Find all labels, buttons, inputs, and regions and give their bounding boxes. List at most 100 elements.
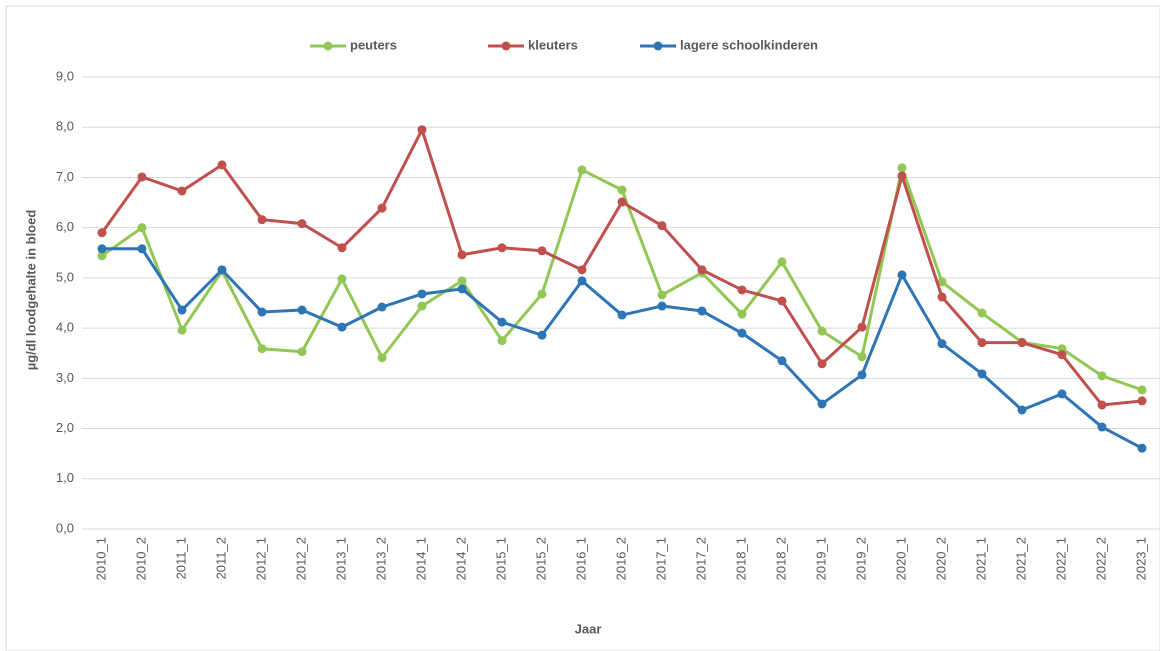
legend-label: kleuters — [528, 37, 578, 52]
data-point — [657, 301, 667, 311]
data-point — [217, 265, 227, 275]
data-point — [97, 244, 107, 254]
x-tick-label: 2017_1 — [653, 537, 668, 580]
series-line — [100, 128, 1143, 407]
data-point — [1057, 350, 1067, 360]
data-point — [537, 330, 547, 340]
y-tick-label: 7,0 — [56, 169, 74, 184]
x-tick-label: 2018_1 — [733, 537, 748, 580]
data-point — [857, 352, 867, 362]
data-point — [577, 265, 587, 275]
data-point — [497, 243, 507, 253]
x-tick-label: 2022_2 — [1093, 537, 1108, 580]
data-point — [177, 325, 187, 335]
data-point — [1137, 443, 1147, 453]
data-point — [377, 203, 387, 213]
data-point — [417, 125, 427, 135]
data-point — [137, 223, 147, 233]
data-point — [537, 246, 547, 256]
x-tick-label: 2015_2 — [533, 537, 548, 580]
x-tick-label: 2010_2 — [133, 537, 148, 580]
x-tick-label: 2018_2 — [773, 537, 788, 580]
y-tick-label: 1,0 — [56, 470, 74, 485]
data-point — [697, 306, 707, 316]
data-point — [1097, 422, 1107, 432]
data-point — [257, 307, 267, 317]
data-point — [257, 215, 267, 225]
x-tick-label: 2021_2 — [1013, 537, 1028, 580]
data-point — [417, 301, 427, 311]
data-point — [1057, 389, 1067, 399]
x-tick-label: 2020_2 — [933, 537, 948, 580]
data-point — [457, 250, 467, 260]
legend-marker — [501, 41, 511, 51]
data-point — [577, 165, 587, 175]
legend-marker — [653, 41, 663, 51]
x-tick-label: 2016_2 — [613, 537, 628, 580]
x-tick-label: 2012_2 — [293, 537, 308, 580]
data-point — [657, 221, 667, 231]
data-point — [817, 326, 827, 336]
x-tick-label: 2023_1 — [1133, 537, 1148, 580]
y-tick-label: 6,0 — [56, 219, 74, 234]
y-tick-label: 8,0 — [56, 119, 74, 134]
x-tick-label: 2010_1 — [93, 537, 108, 580]
data-point — [297, 347, 307, 357]
x-tick-label: 2017_2 — [693, 537, 708, 580]
x-tick-label: 2019_2 — [853, 537, 868, 580]
x-tick-label: 2011_2 — [213, 537, 228, 579]
x-tick-label: 2022_1 — [1053, 537, 1068, 580]
data-point — [817, 399, 827, 409]
y-tick-label: 0,0 — [56, 520, 74, 535]
x-tick-label: 2014_2 — [453, 537, 468, 580]
data-point — [897, 163, 907, 173]
data-point — [497, 317, 507, 327]
data-point — [297, 305, 307, 315]
x-tick-label: 2021_1 — [973, 537, 988, 580]
data-point — [97, 228, 107, 238]
data-point — [617, 197, 627, 207]
data-point — [777, 257, 787, 267]
data-point — [1097, 400, 1107, 410]
data-point — [937, 277, 947, 287]
x-tick-label: 2013_1 — [333, 537, 348, 580]
data-point — [977, 308, 987, 318]
data-point — [737, 328, 747, 338]
data-point — [177, 186, 187, 196]
data-point — [977, 338, 987, 348]
data-point — [337, 322, 347, 332]
data-point — [377, 302, 387, 312]
y-tick-label: 5,0 — [56, 269, 74, 284]
data-point — [1137, 396, 1147, 406]
x-tick-label: 2020_1 — [893, 537, 908, 580]
x-tick-label: 2012_1 — [253, 537, 268, 580]
data-point — [177, 305, 187, 315]
data-point — [577, 276, 587, 286]
data-point — [857, 370, 867, 380]
data-point — [257, 344, 267, 354]
y-axis-title: µg/dl loodgehalte in bloed — [23, 210, 38, 371]
legend-label: peuters — [350, 37, 397, 52]
data-point — [97, 251, 107, 261]
data-point — [737, 309, 747, 319]
chart-border — [5, 5, 1160, 651]
x-tick-label: 2016_1 — [573, 537, 588, 580]
data-point — [377, 353, 387, 363]
data-point — [617, 310, 627, 320]
x-tick-label: 2014_1 — [413, 537, 428, 580]
data-point — [1017, 338, 1027, 348]
data-point — [857, 322, 867, 332]
legend-marker — [323, 41, 333, 51]
data-point — [537, 289, 547, 299]
data-point — [337, 274, 347, 284]
data-point — [1137, 385, 1147, 395]
legend-label: lagere schoolkinderen — [680, 37, 818, 52]
data-point — [217, 160, 227, 170]
x-tick-label: 2011_1 — [173, 537, 188, 579]
y-tick-label: 3,0 — [56, 370, 74, 385]
data-point — [697, 265, 707, 275]
data-point — [617, 185, 627, 195]
data-point — [657, 290, 667, 300]
x-tick-label: 2019_1 — [813, 537, 828, 580]
